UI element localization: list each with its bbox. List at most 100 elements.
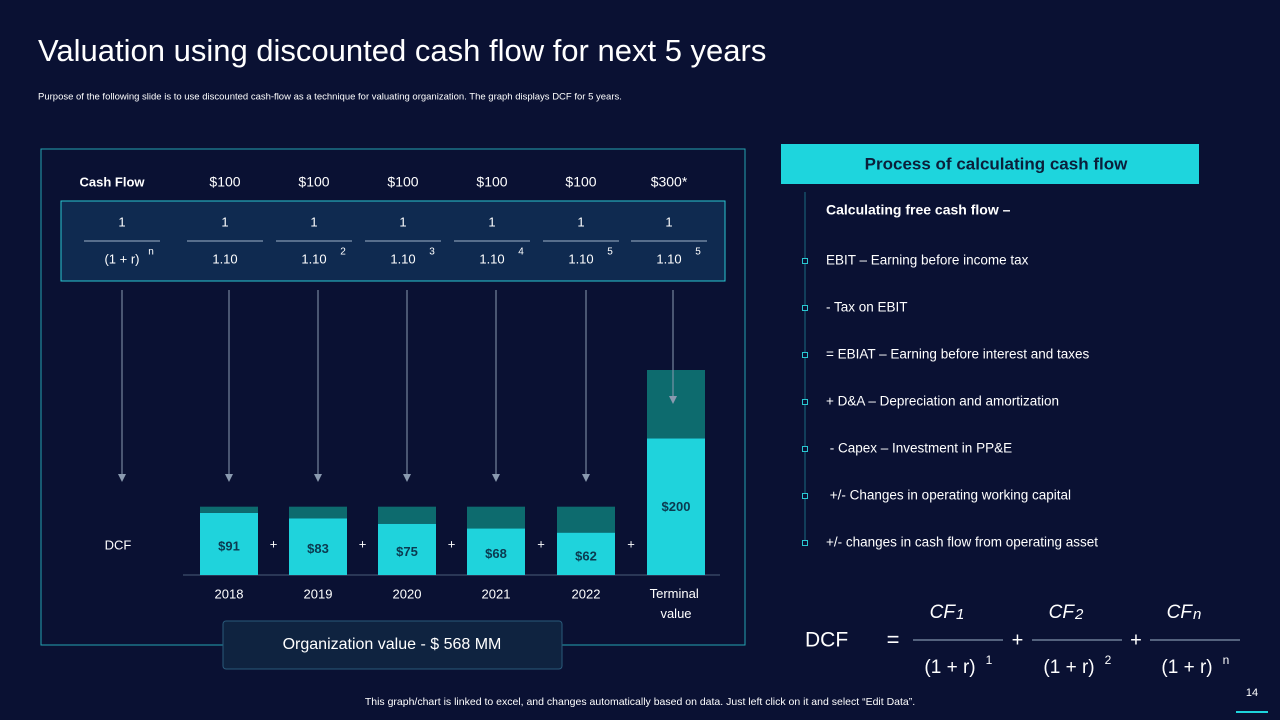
denominator: 1.10 xyxy=(568,251,593,266)
process-item: EBIT – Earning before income tax xyxy=(826,253,1029,268)
exponent: 5 xyxy=(695,247,701,258)
bullet xyxy=(802,352,808,358)
cash-flow-value: $100 xyxy=(298,174,329,190)
formula-exponent: 2 xyxy=(1105,653,1112,667)
process-item: - Capex – Investment in PP&E xyxy=(826,441,1012,456)
arrow-head xyxy=(492,474,500,482)
dcf-label: DCF xyxy=(105,537,132,552)
arrow-head xyxy=(669,396,677,404)
numerator: 1 xyxy=(665,214,672,229)
exponent: n xyxy=(148,247,154,258)
formula-subscript: n xyxy=(1193,606,1201,623)
arrow-head xyxy=(314,474,322,482)
process-heading: Calculating free cash flow – xyxy=(826,202,1011,218)
bar-segment xyxy=(467,528,525,575)
bar-segment xyxy=(200,506,258,513)
bullet xyxy=(802,493,808,499)
arrow-head xyxy=(582,474,590,482)
numerator: 1 xyxy=(118,214,125,229)
arrow-head xyxy=(118,474,126,482)
plus: + xyxy=(627,536,635,551)
denominator: 1.10 xyxy=(656,251,681,266)
value-label: $75 xyxy=(396,544,418,559)
bar-segment xyxy=(378,506,436,524)
bullet xyxy=(802,399,808,405)
cash-flow-label: Cash Flow xyxy=(79,174,145,189)
exponent: 2 xyxy=(340,247,346,258)
plus: + xyxy=(448,536,456,551)
formula-plus: + xyxy=(1130,629,1142,651)
bullet xyxy=(802,446,808,452)
formula-lhs: DCF xyxy=(805,629,848,652)
x-tick-label: 2022 xyxy=(572,586,601,601)
x-tick-label: 2020 xyxy=(393,586,422,601)
exponent: 3 xyxy=(429,247,435,258)
process-item: = EBIAT – Earning before interest and ta… xyxy=(826,347,1090,362)
process-title: Process of calculating cash flow xyxy=(865,154,1128,173)
formula-denominator: (1 + r) xyxy=(1043,657,1094,678)
arrow-head xyxy=(403,474,411,482)
bar-segment xyxy=(200,512,258,575)
formula-equals: = xyxy=(887,627,900,652)
bar-segment xyxy=(289,518,347,575)
bullet xyxy=(802,258,808,264)
formula-exponent: n xyxy=(1223,653,1230,667)
bar-segment xyxy=(647,438,705,575)
cash-flow-value: $100 xyxy=(209,174,240,190)
cash-flow-value: $100 xyxy=(476,174,507,190)
plus: + xyxy=(270,536,278,551)
bar-segment xyxy=(647,370,705,439)
process-item: - Tax on EBIT xyxy=(826,300,908,315)
bullet xyxy=(802,305,808,311)
numerator: 1 xyxy=(221,214,228,229)
denominator: 1.10 xyxy=(212,251,237,266)
exponent: 4 xyxy=(518,247,524,258)
plus: + xyxy=(359,536,367,551)
denominator: (1 + r) xyxy=(104,251,139,266)
x-tick-label: Terminal value xyxy=(650,586,703,621)
bar-segment xyxy=(557,532,615,575)
process-item: + D&A – Depreciation and amortization xyxy=(826,394,1059,409)
title: Valuation using discounted cash flow for… xyxy=(38,33,766,68)
value-label: $83 xyxy=(307,541,329,556)
formula-numerator: CF xyxy=(1167,602,1194,623)
process-item: +/- Changes in operating working capital xyxy=(826,488,1071,503)
value-label: $200 xyxy=(662,499,691,514)
value-label: $68 xyxy=(485,546,507,561)
org-value: Organization value - $ 568 MM xyxy=(283,636,502,653)
denominator: 1.10 xyxy=(390,251,415,266)
numerator: 1 xyxy=(488,214,495,229)
x-tick-label: 2018 xyxy=(215,586,244,601)
numerator: 1 xyxy=(310,214,317,229)
formula-denominator: (1 + r) xyxy=(924,657,975,678)
plus: + xyxy=(537,536,545,551)
x-tick-label: 2021 xyxy=(482,586,511,601)
numerator: 1 xyxy=(577,214,584,229)
cash-flow-value: $100 xyxy=(387,174,418,190)
org-value-box xyxy=(222,620,563,670)
formula-subscript: 1 xyxy=(956,606,964,623)
denominator: 1.10 xyxy=(301,251,326,266)
value-label: $62 xyxy=(575,548,597,563)
formula-exponent: 1 xyxy=(986,653,993,667)
subtitle: Purpose of the following slide is to use… xyxy=(38,92,622,103)
formula-denominator: (1 + r) xyxy=(1161,657,1212,678)
cash-flow-value: $100 xyxy=(565,174,596,190)
cash-flow-value: $300* xyxy=(651,174,688,190)
process-item: +/- changes in cash flow from operating … xyxy=(826,535,1098,550)
formula-numerator: CF xyxy=(1049,602,1076,623)
value-label: $91 xyxy=(218,538,240,553)
footer-note: This graph/chart is linked to excel, and… xyxy=(365,696,915,708)
page-number: 14 xyxy=(1246,687,1258,699)
process-header xyxy=(781,144,1199,184)
bullet xyxy=(802,540,808,546)
bar-segment xyxy=(467,506,525,529)
formula-numerator: CF xyxy=(930,602,957,623)
exponent: 5 xyxy=(607,247,613,258)
bar-segment xyxy=(557,506,615,533)
numerator: 1 xyxy=(399,214,406,229)
formula-subscript: 2 xyxy=(1074,606,1084,623)
denominator: 1.10 xyxy=(479,251,504,266)
bar-segment xyxy=(289,506,347,519)
